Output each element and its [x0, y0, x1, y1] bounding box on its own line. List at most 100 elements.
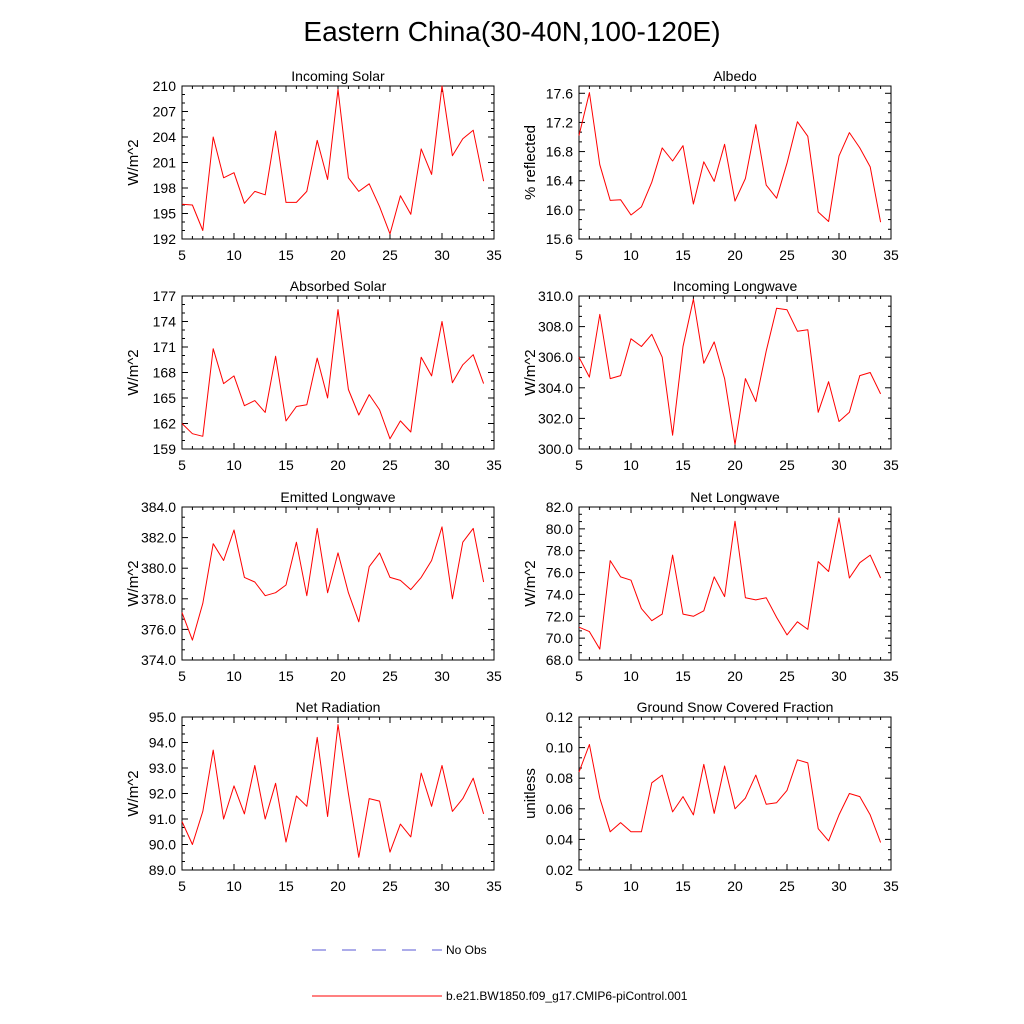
- plot-frame: [181, 85, 495, 240]
- legend-model-label: b.e21.BW1850.f09_g17.CMIP6-piControl.001: [446, 989, 688, 1003]
- x-tick-label: 30: [434, 247, 450, 263]
- x-tick-label: 5: [575, 668, 583, 684]
- y-tick-label: 171: [153, 339, 177, 355]
- x-tick-label: 30: [831, 457, 847, 473]
- y-tick-label: 192: [153, 231, 177, 247]
- x-tick-label: 15: [278, 668, 294, 684]
- legend: No Obs b.e21.BW1850.f09_g17.CMIP6-piCont…: [312, 943, 688, 1003]
- panel-title: Albedo: [713, 68, 757, 84]
- x-tick-label: 35: [883, 247, 899, 263]
- x-tick-label: 20: [727, 668, 743, 684]
- y-axis-label: W/m^2: [522, 560, 539, 606]
- x-tick-label: 30: [434, 878, 450, 894]
- series-line: [181, 724, 485, 858]
- x-tick-label: 30: [434, 457, 450, 473]
- x-tick-label: 15: [675, 457, 691, 473]
- x-tick-label: 35: [486, 878, 502, 894]
- x-tick-label: 35: [486, 457, 502, 473]
- x-tick-label: 15: [675, 878, 691, 894]
- y-tick-label: 16.8: [546, 144, 573, 160]
- y-tick-label: 72.0: [546, 608, 573, 624]
- x-tick-label: 30: [831, 668, 847, 684]
- y-tick-label: 89.0: [149, 862, 176, 878]
- y-tick-label: 16.4: [546, 173, 573, 189]
- y-tick-label: 80.0: [546, 521, 573, 537]
- x-tick-label: 20: [727, 247, 743, 263]
- y-tick-label: 201: [153, 155, 177, 171]
- panel-title: Net Radiation: [296, 699, 381, 715]
- panel-emitted-longwave: Emitted Longwave W/m^2 5 10 15 20 25 30 35 374.0 3…: [125, 489, 502, 684]
- y-tick-label: 78.0: [546, 543, 573, 559]
- x-tick-label: 15: [278, 878, 294, 894]
- y-tick-label: 306.0: [538, 349, 573, 365]
- plot-frame: [578, 506, 892, 661]
- y-tick-label: 159: [153, 441, 177, 457]
- y-tick-label: 300.0: [538, 441, 573, 457]
- x-tick-label: 35: [883, 668, 899, 684]
- plot-frame: [578, 85, 892, 240]
- x-tick-label: 25: [779, 668, 795, 684]
- panel-title: Incoming Solar: [291, 68, 385, 84]
- y-tick-label: 0.10: [546, 740, 573, 756]
- y-tick-label: 376.0: [141, 621, 176, 637]
- x-tick-label: 30: [831, 247, 847, 263]
- x-tick-label: 5: [575, 247, 583, 263]
- panel-incoming-longwave: Incoming Longwave W/m^2 5 10 15 20 25 30 35 300.0…: [522, 278, 899, 473]
- y-tick-label: 304.0: [538, 380, 573, 396]
- plot-frame: [181, 506, 495, 661]
- y-tick-label: 17.6: [546, 85, 573, 101]
- plot-frame: [578, 716, 892, 871]
- panel-title: Net Longwave: [690, 489, 780, 505]
- y-tick-label: 92.0: [149, 786, 176, 802]
- plot-frame: [181, 716, 495, 871]
- y-tick-label: 94.0: [149, 735, 176, 751]
- y-tick-label: 174: [153, 314, 177, 330]
- x-tick-label: 30: [434, 668, 450, 684]
- y-axis-label: W/m^2: [125, 560, 142, 606]
- y-tick-label: 378.0: [141, 591, 176, 607]
- y-tick-label: 91.0: [149, 811, 176, 827]
- x-tick-label: 35: [883, 457, 899, 473]
- x-tick-label: 15: [675, 247, 691, 263]
- series-line: [578, 298, 882, 445]
- panel-incoming-solar: Incoming Solar W/m^2 5 10 15 20 25 30 35 192 195 19…: [125, 68, 502, 263]
- series-line: [578, 517, 882, 650]
- y-axis-label: unitless: [522, 768, 539, 819]
- x-tick-label: 15: [278, 457, 294, 473]
- y-tick-label: 195: [153, 206, 177, 222]
- x-tick-label: 10: [623, 878, 639, 894]
- panel-title: Absorbed Solar: [290, 278, 387, 294]
- panel-absorbed-solar: Absorbed Solar W/m^2 5 10 15 20 25 30 35 159 162 16…: [125, 278, 502, 473]
- y-tick-label: 380.0: [141, 560, 176, 576]
- series-line: [578, 744, 882, 843]
- x-tick-label: 10: [623, 457, 639, 473]
- y-tick-label: 207: [153, 104, 177, 120]
- x-tick-label: 25: [382, 878, 398, 894]
- y-tick-label: 70.0: [546, 630, 573, 646]
- x-tick-label: 5: [178, 457, 186, 473]
- y-tick-label: 74.0: [546, 586, 573, 602]
- x-tick-label: 35: [486, 668, 502, 684]
- panel-ground-snow-covered-fraction: Ground Snow Covered Fraction unitless 5 10 1…: [522, 699, 899, 894]
- x-tick-label: 15: [278, 247, 294, 263]
- panel-net-radiation: Net Radiation W/m^2 5 10 15 20 25 30 35 89.0 90.0 9…: [125, 699, 502, 894]
- panel-title: Emitted Longwave: [280, 489, 395, 505]
- x-tick-label: 25: [779, 247, 795, 263]
- y-axis-label: W/m^2: [125, 770, 142, 816]
- x-tick-label: 25: [382, 247, 398, 263]
- panel-title: Ground Snow Covered Fraction: [637, 699, 834, 715]
- y-tick-label: 17.2: [546, 114, 573, 130]
- y-tick-label: 382.0: [141, 530, 176, 546]
- plot-frame: [578, 295, 892, 450]
- x-tick-label: 25: [382, 457, 398, 473]
- y-tick-label: 0.04: [546, 831, 573, 847]
- series-line: [578, 92, 882, 223]
- y-tick-label: 168: [153, 365, 177, 381]
- y-tick-label: 374.0: [141, 652, 176, 668]
- x-tick-label: 35: [486, 247, 502, 263]
- y-tick-label: 93.0: [149, 760, 176, 776]
- plot-frame: [181, 295, 495, 450]
- x-tick-label: 10: [226, 247, 242, 263]
- figure-title: Eastern China(30-40N,100-120E): [303, 16, 720, 47]
